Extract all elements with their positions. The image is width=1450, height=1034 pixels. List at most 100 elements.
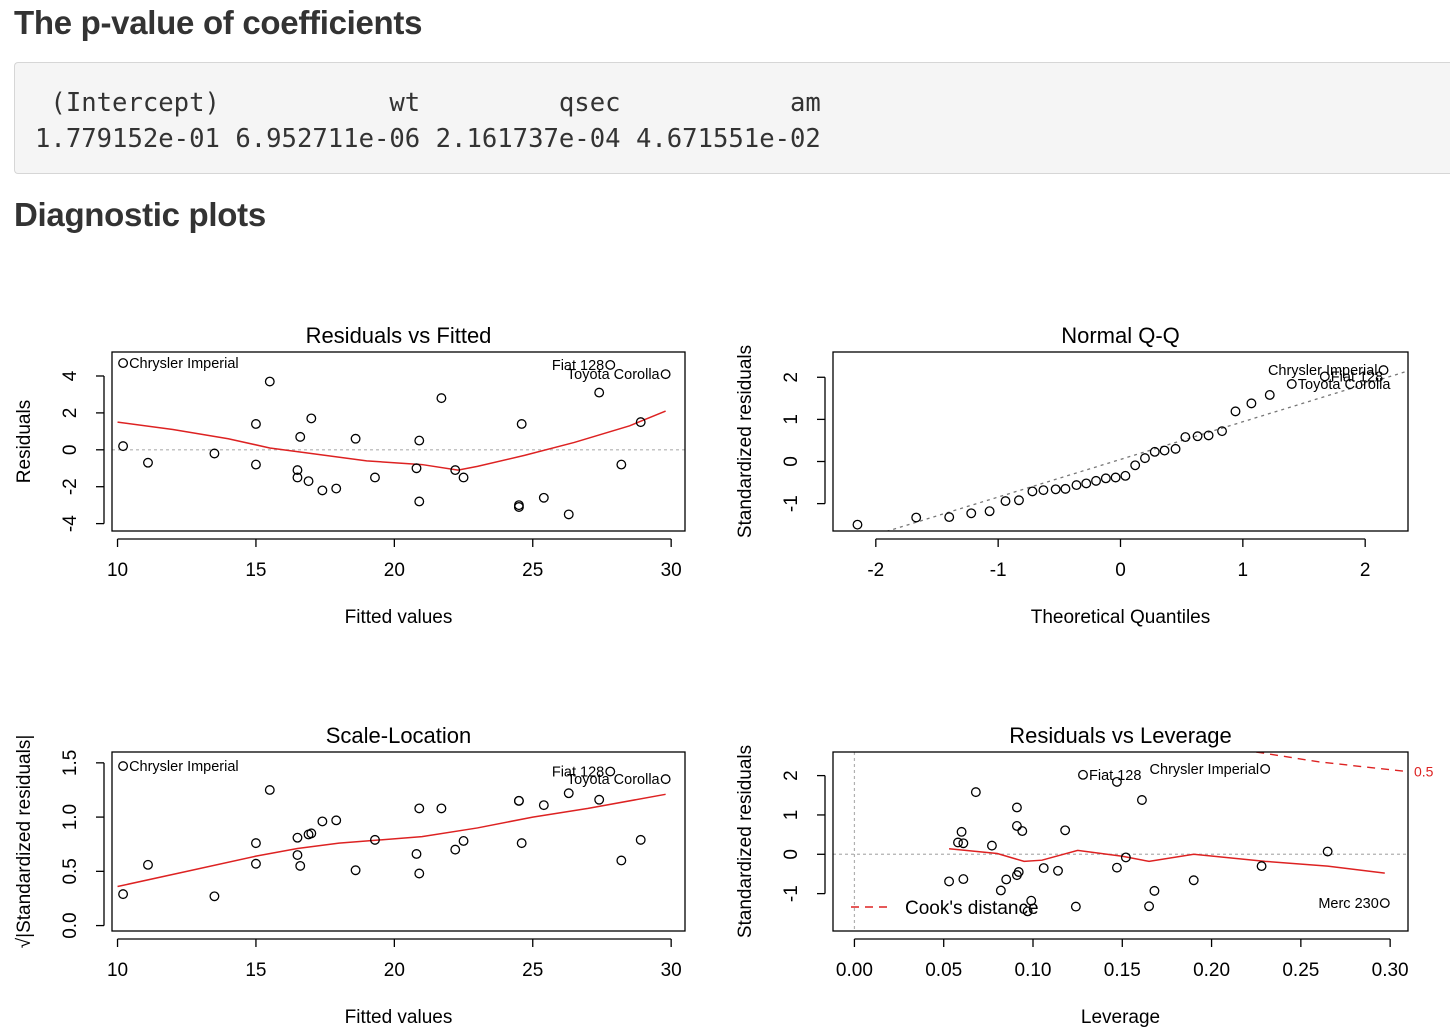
data-point <box>516 419 527 429</box>
data-point <box>1091 475 1101 486</box>
data-point <box>143 457 153 468</box>
data-point <box>563 509 574 520</box>
data-point <box>292 472 303 483</box>
point-label: Fiat 128 <box>1089 768 1141 784</box>
y-tick-label: 0 <box>60 445 81 456</box>
plot-panel-1: Residuals vs Fitted Chrysler Imperial Fiat… <box>14 323 686 628</box>
data-point <box>1170 443 1181 454</box>
data-point <box>984 506 995 517</box>
data-point <box>605 766 616 777</box>
data-point <box>414 803 425 814</box>
y-axis-label: √|Standardized residuals| <box>14 735 35 949</box>
data-point <box>958 874 969 885</box>
data-point <box>616 855 627 866</box>
data-point <box>563 788 574 799</box>
data-point <box>1001 874 1012 885</box>
x-tick-label: 1 <box>1238 560 1249 581</box>
data-point <box>306 828 317 839</box>
y-tick-label: 0.0 <box>60 912 81 938</box>
section-heading-diagnostic: Diagnostic plots <box>14 196 266 233</box>
data-point <box>538 492 549 503</box>
data-point <box>944 876 955 887</box>
point-label: Merc 230 <box>1318 896 1378 912</box>
data-point <box>1100 473 1111 484</box>
legend-label: Cook's distance <box>905 898 1039 919</box>
data-point <box>264 785 275 795</box>
data-point <box>411 849 422 859</box>
data-point <box>911 512 922 523</box>
x-tick-label: 10 <box>107 960 128 981</box>
data-point <box>1022 906 1033 917</box>
data-point <box>436 393 447 404</box>
data-point <box>209 448 220 459</box>
point-label: Chrysler Imperial <box>1268 363 1378 379</box>
x-tick-label: 0 <box>1115 560 1126 581</box>
data-point <box>1203 430 1214 441</box>
data-point <box>450 844 461 855</box>
data-point <box>1136 795 1147 805</box>
x-tick-label: 0.00 <box>836 960 873 981</box>
x-tick-label: 15 <box>245 560 266 581</box>
x-tick-label: 25 <box>522 560 543 581</box>
x-tick-label: -1 <box>990 560 1007 581</box>
data-point <box>1246 398 1257 409</box>
data-point <box>1017 826 1028 837</box>
point-label: Fiat 128 <box>552 358 604 374</box>
y-tick-label: 1 <box>781 810 802 821</box>
data-point <box>594 387 605 398</box>
data-point <box>1322 846 1333 857</box>
data-point <box>306 413 317 424</box>
plot-panel-4: Residuals vs Leverage Fiat 128 Chrysler Im… <box>735 723 1434 1028</box>
data-point <box>1060 483 1071 494</box>
y-tick-label: 0 <box>781 849 802 860</box>
data-point <box>1000 496 1011 507</box>
smoother-line <box>117 410 666 471</box>
data-point <box>1120 852 1131 863</box>
data-point <box>331 815 342 826</box>
x-tick-label: 0.05 <box>925 960 962 981</box>
data-point <box>1192 431 1203 442</box>
y-tick-label: 2 <box>781 372 802 383</box>
data-point <box>1050 484 1061 495</box>
data-point <box>118 441 129 452</box>
data-point <box>1013 867 1024 877</box>
console-output-box: (Intercept) wt qsec am 1.779152e-01 6.95… <box>14 62 1450 174</box>
data-point <box>350 865 361 876</box>
data-point <box>1188 875 1199 886</box>
data-point <box>118 761 129 772</box>
data-point <box>1217 426 1227 437</box>
data-point <box>660 369 671 380</box>
point-label: Chrysler Imperial <box>1150 762 1260 778</box>
data-point <box>250 838 261 849</box>
y-tick-label: 2 <box>781 770 802 781</box>
point-label: Chrysler Imperial <box>129 356 239 372</box>
data-point <box>370 472 380 483</box>
section-heading-pvalue: The p-value of coefficients <box>14 4 423 41</box>
data-point <box>1230 406 1241 417</box>
data-point <box>209 891 220 902</box>
x-tick-label: 2 <box>1360 560 1371 581</box>
data-point <box>317 816 328 827</box>
data-point <box>1070 901 1081 912</box>
data-point <box>292 465 303 476</box>
data-point <box>458 472 469 483</box>
data-point <box>414 868 425 879</box>
data-point <box>250 419 261 429</box>
y-tick-label: -2 <box>60 478 81 495</box>
data-point <box>118 889 129 900</box>
data-point <box>1140 453 1150 464</box>
point-label: Toyota Corolla <box>1298 377 1392 393</box>
data-point <box>250 858 261 869</box>
y-tick-label: -4 <box>60 515 81 532</box>
data-point <box>970 787 981 798</box>
data-point <box>1130 460 1141 471</box>
smoother-line <box>117 793 666 888</box>
data-point <box>1120 470 1131 481</box>
data-point <box>303 476 314 487</box>
qq-reference-line <box>885 370 1408 531</box>
data-point <box>513 795 524 806</box>
y-tick-label: -1 <box>781 495 802 512</box>
y-tick-label: 0 <box>781 456 802 467</box>
data-point <box>436 803 447 814</box>
